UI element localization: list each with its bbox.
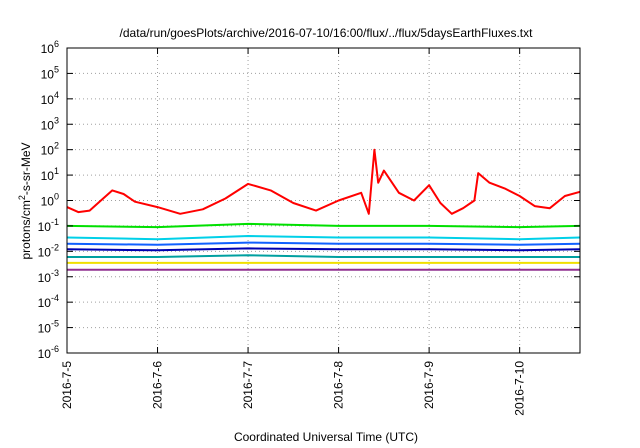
y-tick-label-base: 10 xyxy=(38,220,52,234)
y-tick-label: 106 xyxy=(41,39,59,56)
x-tick-label: 2016-7-5 xyxy=(60,361,74,409)
series-group xyxy=(66,148,581,271)
y-tick-label-base: 10 xyxy=(41,93,55,107)
x-tick-label: 2016-7-6 xyxy=(151,361,165,409)
y-tick-label-exp: -1 xyxy=(51,217,59,227)
y-tick-label: 10-1 xyxy=(38,217,59,234)
y-axis-label-rest: -s-sr-MeV xyxy=(19,142,33,195)
y-tick-label-exp: -5 xyxy=(51,319,59,329)
y-tick-label-base: 10 xyxy=(41,195,55,209)
y-tick-label-base: 10 xyxy=(38,245,52,259)
x-tick-label: 2016-7-10 xyxy=(513,361,527,416)
y-tick-label-exp: -2 xyxy=(51,242,59,252)
y-tick-label: 10-6 xyxy=(38,344,59,361)
y-tick-label-exp: 5 xyxy=(54,64,59,74)
y-tick-label-exp: 0 xyxy=(54,192,59,202)
y-tick-label-exp: 2 xyxy=(54,141,59,151)
y-tick-label-base: 10 xyxy=(38,296,52,310)
x-tick-label: 2016-7-8 xyxy=(332,361,346,409)
y-tick-label: 10-5 xyxy=(38,319,59,336)
series-line-3 xyxy=(66,235,581,241)
axis-ticks: 10-610-510-410-310-210-11001011021031041… xyxy=(38,39,580,416)
y-tick-label: 103 xyxy=(41,115,59,132)
y-tick-label: 105 xyxy=(41,64,59,81)
x-tick-label: 2016-7-9 xyxy=(422,361,436,409)
y-tick-label: 104 xyxy=(41,90,59,107)
grid-lines xyxy=(66,48,580,353)
series-line-2 xyxy=(66,222,581,229)
y-tick-label: 101 xyxy=(41,166,59,183)
y-tick-label-exp: 4 xyxy=(54,90,59,100)
y-tick-label-base: 10 xyxy=(41,67,55,81)
x-tick-label: 2016-7-7 xyxy=(241,361,255,409)
y-tick-label-exp: 1 xyxy=(54,166,59,176)
y-tick-label-base: 10 xyxy=(41,169,55,183)
y-tick-label: 100 xyxy=(41,192,59,209)
y-tick-label-exp: -4 xyxy=(51,293,59,303)
series-line-1 xyxy=(66,148,581,215)
y-tick-label-base: 10 xyxy=(38,271,52,285)
y-tick-label-exp: -6 xyxy=(51,344,59,354)
y-tick-label-base: 10 xyxy=(41,144,55,158)
y-tick-label: 10-4 xyxy=(38,293,59,310)
y-tick-label-exp: -3 xyxy=(51,268,59,278)
y-tick-label: 102 xyxy=(41,141,59,158)
y-axis-label: protons/cm2-s-sr-MeV xyxy=(17,142,33,259)
y-tick-label: 10-2 xyxy=(38,242,59,259)
y-tick-label-base: 10 xyxy=(38,347,52,361)
y-axis-label-base: protons/cm xyxy=(19,200,33,259)
y-tick-label-base: 10 xyxy=(38,322,52,336)
x-axis-label: Coordinated Universal Time (UTC) xyxy=(234,430,418,444)
y-tick-label-base: 10 xyxy=(41,42,55,56)
y-tick-label-exp: 6 xyxy=(54,39,59,49)
y-tick-label-base: 10 xyxy=(41,118,55,132)
series-line-5 xyxy=(66,247,581,252)
y-tick-label-exp: 3 xyxy=(54,115,59,125)
y-axis-label-sup: 2 xyxy=(17,195,27,200)
y-tick-label: 10-3 xyxy=(38,268,59,285)
chart-title: /data/run/goesPlots/archive/2016-07-10/1… xyxy=(120,26,534,40)
series-line-4 xyxy=(66,241,581,246)
series-line-6 xyxy=(67,254,580,258)
